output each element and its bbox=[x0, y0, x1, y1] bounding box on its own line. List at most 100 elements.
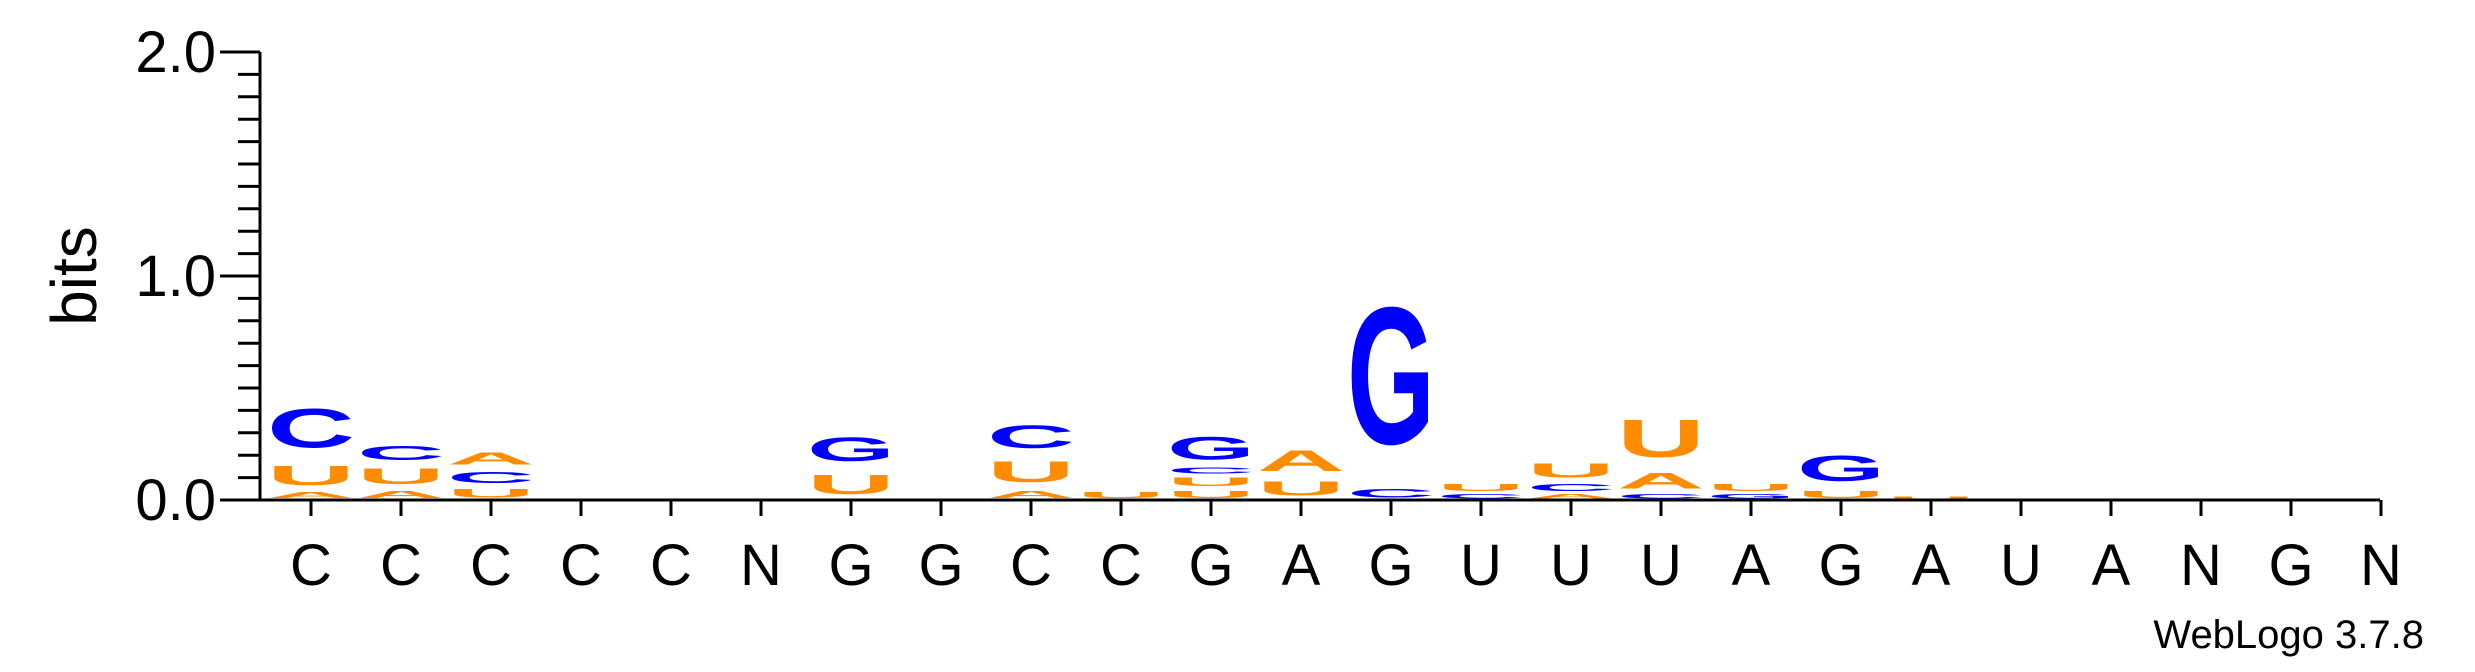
svg-text:U: U bbox=[1527, 460, 1615, 482]
logo-letter-A: A bbox=[1617, 469, 1705, 494]
x-tick-label: C bbox=[290, 533, 332, 598]
x-tick-label: U bbox=[2000, 533, 2042, 598]
x-tick-label: G bbox=[2268, 533, 2313, 598]
logo-letter-G: G bbox=[1707, 493, 1795, 500]
svg-text:C: C bbox=[447, 469, 535, 487]
y-tick-label: 0.0 bbox=[135, 468, 216, 533]
logo-letter-U: U bbox=[1797, 489, 1885, 500]
y-tick-label: 2.0 bbox=[135, 20, 216, 85]
x-tick-label: A bbox=[1732, 533, 1771, 598]
svg-text:C: C bbox=[1437, 493, 1525, 500]
logo-letter-G: G bbox=[1167, 430, 1255, 466]
svg-text:U: U bbox=[1707, 482, 1795, 493]
logo-letter-C: C bbox=[1347, 487, 1435, 500]
logo-letter-U: U bbox=[1167, 489, 1255, 500]
svg-text:U: U bbox=[1167, 489, 1255, 500]
logo-letter-U: U bbox=[807, 469, 895, 500]
y-tick-label: 1.0 bbox=[135, 244, 216, 309]
logo-letter-U: U bbox=[1887, 496, 1975, 500]
logo-letter-U: U bbox=[987, 455, 1075, 488]
logo-letter-U: U bbox=[447, 487, 535, 500]
svg-text:C: C bbox=[267, 397, 355, 460]
logo-letter-A: A bbox=[357, 489, 445, 500]
y-ticks: 0.0 1.0 2.0 bbox=[135, 20, 260, 533]
svg-text:U: U bbox=[1887, 496, 1975, 500]
svg-text:U: U bbox=[1617, 408, 1705, 468]
logo-letter-A: A bbox=[1527, 493, 1615, 500]
x-tick-label: C bbox=[650, 533, 692, 598]
svg-text:A: A bbox=[1257, 444, 1345, 477]
logo-letter-G: G bbox=[807, 430, 895, 468]
logo-letter-C: C bbox=[1167, 466, 1255, 475]
x-tick-label: A bbox=[2092, 533, 2131, 598]
svg-text:A: A bbox=[987, 489, 1075, 500]
x-tick-label: C bbox=[1010, 533, 1052, 598]
svg-text:U: U bbox=[447, 487, 535, 500]
axes bbox=[258, 52, 2380, 502]
svg-text:U: U bbox=[1257, 478, 1345, 500]
svg-text:G: G bbox=[1167, 430, 1255, 466]
logo-letter-U: U bbox=[267, 460, 355, 491]
logo-letter-A: A bbox=[1257, 444, 1345, 477]
svg-text:U: U bbox=[1167, 475, 1255, 488]
logo-letter-C: C bbox=[447, 469, 535, 487]
svg-text:U: U bbox=[1077, 491, 1165, 500]
x-tick-label: N bbox=[740, 533, 782, 598]
svg-text:C: C bbox=[1617, 493, 1705, 500]
x-tick-label: A bbox=[1912, 533, 1951, 598]
x-tick-label: G bbox=[828, 533, 873, 598]
svg-text:A: A bbox=[357, 489, 445, 500]
x-tick-label: U bbox=[1460, 533, 1502, 598]
svg-text:C: C bbox=[357, 442, 445, 464]
x-tick-label: C bbox=[560, 533, 602, 598]
logo-letter-A: A bbox=[987, 489, 1075, 500]
x-tick-label: G bbox=[1818, 533, 1863, 598]
x-tick-label: C bbox=[470, 533, 512, 598]
y-axis-label: bits bbox=[38, 226, 110, 326]
logo-letter-C: C bbox=[1527, 482, 1615, 493]
svg-text:A: A bbox=[447, 449, 535, 469]
x-tick-label: C bbox=[1100, 533, 1142, 598]
svg-text:G: G bbox=[807, 430, 895, 468]
x-tick-label: U bbox=[1550, 533, 1592, 598]
logo-letter-C: C bbox=[357, 442, 445, 464]
svg-text:A: A bbox=[1527, 493, 1615, 500]
x-tick-label: G bbox=[1188, 533, 1233, 598]
logo-letter-C: C bbox=[987, 419, 1075, 455]
x-tick-label: C bbox=[380, 533, 422, 598]
svg-text:U: U bbox=[807, 469, 895, 500]
logo-letter-U: U bbox=[1167, 475, 1255, 488]
logo-letter-G: G bbox=[1347, 266, 1435, 485]
svg-text:G: G bbox=[1707, 493, 1795, 500]
weblogo-version-label: WebLogo 3.7.8 bbox=[2153, 613, 2424, 657]
logo-letter-C: C bbox=[1437, 493, 1525, 500]
x-tick-label: A bbox=[1282, 533, 1321, 598]
logo-letter-U: U bbox=[357, 464, 445, 489]
logo-letter-A: A bbox=[267, 491, 355, 500]
logo-letter-C: C bbox=[267, 397, 355, 460]
x-tick-label: G bbox=[1368, 533, 1413, 598]
svg-text:A: A bbox=[1617, 469, 1705, 494]
logo-letter-C: C bbox=[1617, 493, 1705, 500]
x-tick-label: U bbox=[1640, 533, 1682, 598]
svg-text:U: U bbox=[1437, 482, 1525, 493]
svg-text:U: U bbox=[357, 464, 445, 489]
logo-letter-U: U bbox=[1617, 408, 1705, 468]
svg-text:G: G bbox=[1347, 266, 1435, 485]
svg-text:U: U bbox=[1797, 489, 1885, 500]
x-tick-label: N bbox=[2180, 533, 2222, 598]
logo-letter-G: G bbox=[1797, 448, 1885, 488]
svg-text:C: C bbox=[1167, 466, 1255, 475]
svg-text:U: U bbox=[267, 460, 355, 491]
logo-letter-U: U bbox=[1077, 491, 1165, 500]
svg-text:C: C bbox=[1527, 482, 1615, 493]
svg-text:C: C bbox=[1347, 487, 1435, 500]
logo-letter-A: A bbox=[447, 449, 535, 469]
logo-letter-U: U bbox=[1257, 478, 1345, 500]
x-tick-label: N bbox=[2360, 533, 2402, 598]
logo-letter-U: U bbox=[1437, 482, 1525, 493]
